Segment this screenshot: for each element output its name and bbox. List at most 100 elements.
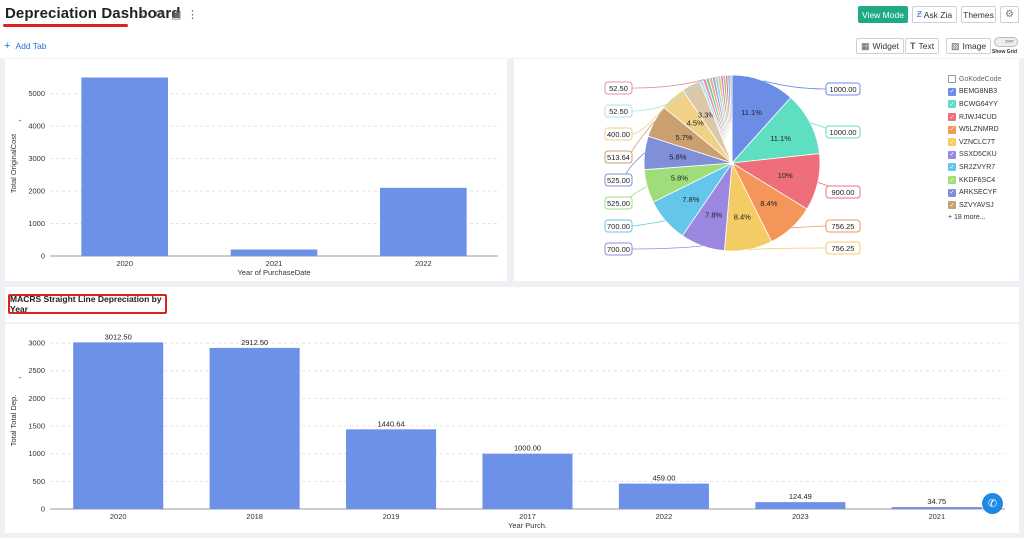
data-label: 900.00 — [832, 188, 855, 197]
data-label: 1000.00 — [829, 85, 856, 94]
data-label-box — [825, 125, 861, 139]
slice-percent-label: 8.4% — [760, 199, 777, 208]
legend-label: SSXD5CKU — [959, 151, 997, 159]
bar[interactable] — [230, 249, 318, 256]
themes-button[interactable]: Themes — [961, 6, 996, 23]
more-icon[interactable]: ⋮ — [187, 9, 198, 21]
legend-check-icon: ✓ — [948, 100, 956, 109]
slice-percent-label: 5.8% — [671, 173, 688, 182]
legend-check-icon: ✓ — [948, 87, 956, 96]
y-tick-label: 4000 — [28, 122, 45, 131]
pie-slice[interactable] — [729, 74, 733, 164]
chat-button[interactable]: ✆ — [982, 493, 1003, 514]
slice-percent-label: 10% — [778, 171, 793, 180]
x-tick-label: 2022 — [656, 512, 673, 521]
x-tick-label: 2017 — [519, 512, 536, 521]
data-label: 700.00 — [607, 245, 630, 254]
view-mode-button[interactable]: View Mode — [858, 6, 908, 23]
data-label: 459.00 — [652, 474, 675, 483]
legend-item[interactable]: ✓ SR2ZVYR7 — [948, 161, 1001, 174]
leader-line — [631, 245, 703, 250]
depreciation-chart-title: MACRS Straight Line Depreciation by Year — [8, 294, 167, 314]
image-label: Image — [962, 41, 987, 51]
data-label-box — [825, 219, 861, 233]
bar[interactable] — [81, 77, 168, 256]
slice-percent-label: 8.4% — [734, 213, 751, 222]
data-label-box — [604, 196, 633, 210]
data-label-box — [604, 150, 633, 164]
dashboard-title[interactable]: Depreciation Dashboard — [5, 5, 181, 22]
slice-percent-label: 3.3% — [698, 111, 715, 120]
pie-slice[interactable] — [731, 74, 792, 165]
y-tick-label: 500 — [32, 477, 45, 486]
star-icon[interactable]: ☆ — [139, 9, 149, 21]
data-label: 52.50 — [609, 107, 628, 116]
y-tick-label: 0 — [41, 505, 45, 514]
axis-menu-icon: ⌄ — [17, 116, 23, 124]
data-label-box — [604, 173, 633, 187]
legend-item[interactable]: ✓ W5LZNMRD — [948, 123, 1001, 136]
settings-button[interactable]: ⚙ — [1000, 6, 1019, 23]
y-tick-label: 2000 — [28, 394, 45, 403]
axis-menu-icon: ⌄ — [17, 373, 23, 381]
depreciation-by-year-chart: 0 500 1000 1500 2000 2500 3000 2020 3012.50 2018 2… — [5, 322, 1019, 530]
chat-icon: ✆ — [987, 498, 998, 510]
slice-percent-label: 11.1% — [741, 108, 762, 117]
legend-check-icon: ✓ — [948, 138, 956, 147]
bar[interactable] — [380, 187, 467, 256]
text-button[interactable]: T Text — [905, 38, 940, 54]
y-tick-label: 5000 — [28, 89, 45, 98]
bar[interactable] — [618, 483, 709, 509]
ask-zia-button[interactable]: Ƶ Ask Zia — [912, 6, 957, 23]
original-cost-chart-panel: 0 1000 2000 3000 4000 5000 2020 2021 2022 Year of… — [5, 59, 507, 281]
x-tick-label: 2022 — [415, 259, 432, 268]
pie-legend: GoKodeCode ✓ BEMG8NB3 ✓ BCWG64YY ✓ RJWJ4CUD ✓ W… — [948, 73, 1001, 221]
y-axis-label: Total OriginalCost — [9, 133, 18, 193]
slice-percent-label: 5.7% — [675, 133, 692, 142]
data-label-box — [604, 104, 633, 118]
depreciation-chart-panel: 0 500 1000 1500 2000 2500 3000 2020 3012.50 2018 2… — [5, 287, 1019, 533]
data-label-box — [825, 185, 861, 199]
legend-item[interactable]: ✓ KKDF6SC4 — [948, 174, 1001, 187]
bar[interactable] — [209, 347, 300, 509]
data-label-box — [604, 127, 633, 141]
bar[interactable] — [891, 507, 982, 509]
x-tick-label: 2020 — [110, 512, 127, 521]
title-actions: ☆ ⟳ ▣ ⋮ — [139, 8, 198, 21]
y-tick-label: 1000 — [28, 449, 45, 458]
widget-label: Widget — [872, 41, 899, 51]
legend-label: VZNCLC7T — [959, 138, 996, 146]
legend-item[interactable]: ✓ RJWJ4CUD — [948, 111, 1001, 124]
bar[interactable] — [755, 502, 846, 509]
show-grid-toggle[interactable]: OFF — [994, 37, 1018, 47]
text-label: Text — [918, 41, 935, 51]
legend-item[interactable]: ✓ VZNCLC7T — [948, 136, 1001, 149]
data-label: 525.00 — [607, 199, 630, 208]
data-label-box — [604, 219, 633, 233]
legend-item[interactable]: ✓ SZVYAVSJ — [948, 199, 1001, 212]
show-grid-label: Show Grid — [992, 49, 1017, 55]
legend-label: SR2ZVYR7 — [959, 163, 996, 171]
refresh-icon[interactable]: ⟳ — [155, 9, 165, 21]
plus-icon: + — [4, 40, 11, 52]
save-icon[interactable]: ▣ — [171, 9, 182, 21]
add-tab-button[interactable]: + Add Tab — [4, 40, 46, 52]
legend-title[interactable]: GoKodeCode — [948, 73, 1001, 86]
legend-item[interactable]: ✓ SSXD5CKU — [948, 149, 1001, 162]
x-tick-label: 2023 — [792, 512, 809, 521]
bar[interactable] — [346, 429, 437, 509]
legend-label: KKDF6SC4 — [959, 176, 996, 184]
legend-item[interactable]: ✓ BCWG64YY — [948, 98, 1001, 111]
widget-button[interactable]: ▦ Widget — [856, 38, 904, 54]
bar[interactable] — [73, 342, 164, 509]
legend-item[interactable]: ✓ ARKSECYF — [948, 186, 1001, 199]
legend-more-link[interactable]: + 18 more... — [948, 213, 986, 221]
data-label-box — [825, 82, 861, 96]
y-tick-label: 2000 — [28, 187, 45, 196]
image-button[interactable]: ▨ Image — [946, 38, 992, 54]
bar[interactable] — [482, 453, 573, 509]
legend-item[interactable]: ✓ BEMG8NB3 — [948, 86, 1001, 99]
pie-slice[interactable] — [731, 96, 820, 164]
widget-icon: ▦ — [861, 40, 870, 51]
pie-chart-panel: 11.1% 11.1% 10% 8.4% 8.4% 7.8% 7.8% 5.8% 5.8% 5.7… — [514, 59, 1019, 281]
